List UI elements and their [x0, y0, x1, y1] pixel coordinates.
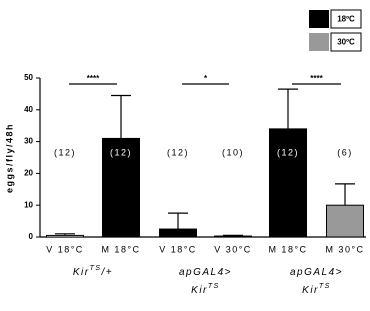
bar — [46, 234, 84, 238]
n-label: (10) — [222, 147, 244, 157]
group-label-part: Kir — [191, 285, 208, 296]
group-label-part: /+ — [101, 267, 114, 278]
group-label: apGAL4> — [290, 267, 343, 278]
group-label-superscript: TS — [90, 265, 102, 272]
group-label-part: apGAL4> — [179, 267, 232, 278]
x-tick-label: V 30°C — [214, 244, 252, 254]
significance-label: **** — [310, 74, 323, 83]
bar — [102, 137, 140, 238]
x-tick-label: V 18°C — [159, 244, 197, 254]
n-label: (6) — [337, 147, 353, 157]
legend-swatch — [309, 33, 329, 51]
bar — [269, 128, 307, 238]
n-label: (12) — [54, 147, 76, 157]
bar — [214, 235, 252, 238]
group-label: apGAL4> — [179, 267, 232, 278]
group-label-superscript: TS — [208, 283, 220, 290]
y-tick-label: 30 — [24, 137, 33, 146]
bar — [159, 228, 197, 238]
y-tick-label: 10 — [24, 200, 33, 209]
legend-box — [330, 32, 362, 52]
y-tick-label: 20 — [24, 169, 33, 178]
n-label: (12) — [167, 147, 189, 157]
legend-label: 30ºC — [337, 38, 355, 47]
y-axis-label: eggs/fly/48h — [4, 123, 14, 193]
group-label: KirTS — [302, 283, 331, 295]
x-tick-label: M 30°C — [325, 244, 364, 254]
x-tick-label: V 18°C — [46, 244, 84, 254]
y-tick-label: 50 — [24, 73, 33, 82]
n-label: (12) — [110, 147, 132, 157]
legend-box — [330, 9, 362, 29]
bar — [326, 204, 364, 238]
significance-label: * — [204, 74, 208, 83]
group-label-part: Kir — [73, 267, 90, 278]
legend-label: 18ºC — [337, 15, 355, 24]
group-label-part: apGAL4> — [290, 267, 343, 278]
y-tick-label: 0 — [29, 232, 34, 241]
x-tick-label: M 18°C — [268, 244, 307, 254]
group-label-part: Kir — [302, 285, 319, 296]
n-label: (12) — [277, 147, 299, 157]
x-tick-label: M 18°C — [101, 244, 140, 254]
significance-label: **** — [87, 74, 100, 83]
group-label: KirTS — [191, 283, 220, 295]
legend-swatch — [309, 10, 329, 28]
y-tick-label: 40 — [24, 105, 33, 114]
group-label-superscript: TS — [319, 283, 331, 290]
group-label: KirTS/+ — [73, 265, 113, 277]
